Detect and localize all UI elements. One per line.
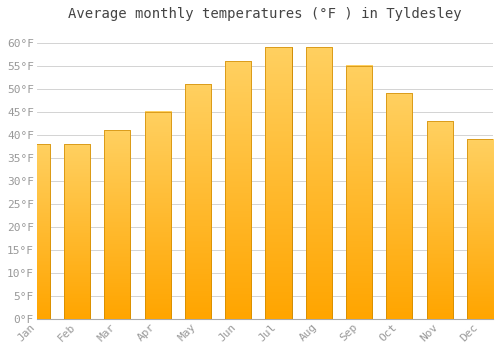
Bar: [225, 61, 252, 319]
Bar: [306, 48, 332, 319]
Title: Average monthly temperatures (°F ) in Tyldesley: Average monthly temperatures (°F ) in Ty…: [68, 7, 462, 21]
Bar: [24, 144, 50, 319]
Bar: [225, 61, 252, 319]
Bar: [104, 130, 130, 319]
Bar: [24, 144, 50, 319]
Bar: [386, 93, 412, 319]
Bar: [64, 144, 90, 319]
Bar: [144, 112, 171, 319]
Bar: [346, 66, 372, 319]
Bar: [346, 66, 372, 319]
Bar: [185, 84, 211, 319]
Bar: [64, 144, 90, 319]
Bar: [386, 93, 412, 319]
Bar: [426, 121, 453, 319]
Bar: [306, 48, 332, 319]
Bar: [266, 48, 291, 319]
Bar: [467, 139, 493, 319]
Bar: [467, 139, 493, 319]
Bar: [104, 130, 130, 319]
Bar: [185, 84, 211, 319]
Bar: [144, 112, 171, 319]
Bar: [426, 121, 453, 319]
Bar: [266, 48, 291, 319]
